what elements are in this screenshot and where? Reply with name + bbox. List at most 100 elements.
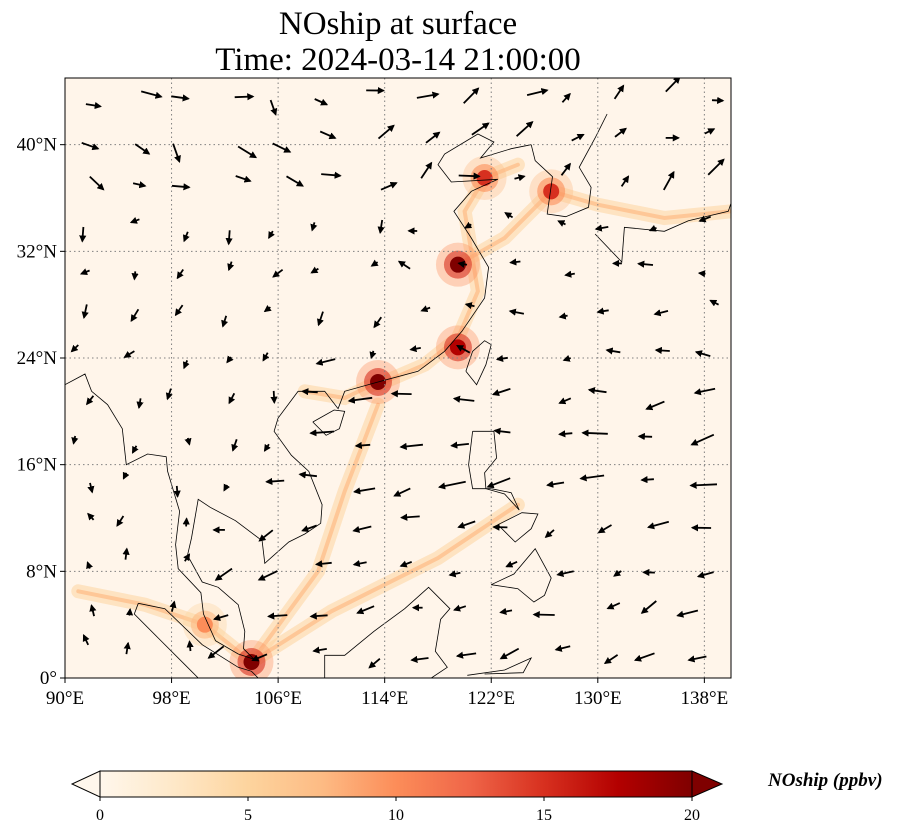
wind-vector xyxy=(184,437,192,446)
wind-vector xyxy=(587,387,607,395)
wind-vector xyxy=(645,400,665,411)
lat-tick-label: 16°N xyxy=(17,455,58,476)
wind-vector xyxy=(226,355,234,364)
wind-vector xyxy=(697,270,706,278)
wind-vector xyxy=(504,212,514,220)
colorbar-tick-label: 0 xyxy=(96,807,104,824)
gridlines xyxy=(65,78,731,678)
wind-vector xyxy=(554,644,571,652)
wind-vectors xyxy=(70,78,725,669)
wind-vector xyxy=(122,547,130,560)
china-coast xyxy=(298,133,532,410)
wind-vector xyxy=(82,633,90,646)
wind-vector xyxy=(491,387,511,397)
wind-vector xyxy=(526,88,549,96)
sumatra-coast xyxy=(138,602,259,678)
wind-vector xyxy=(129,216,140,224)
colorbar-label: NOship (ppbv) xyxy=(768,770,883,791)
shipping-lane-core-1 xyxy=(76,589,254,664)
wind-vector xyxy=(136,398,144,410)
wind-vector xyxy=(174,304,184,317)
wind-vector xyxy=(207,645,225,659)
wind-vector xyxy=(116,515,125,527)
wind-vector xyxy=(312,646,327,654)
wind-vector xyxy=(499,647,520,660)
hotspot-taiwan-strait-core2 xyxy=(449,339,466,356)
visayas-coast xyxy=(497,512,539,543)
wind-vector xyxy=(508,308,525,316)
hotspot-korea-strait-core2 xyxy=(543,183,560,200)
wind-vector xyxy=(653,309,669,317)
wind-vector xyxy=(579,474,605,482)
wind-vector xyxy=(457,520,476,529)
plot-frame xyxy=(64,77,732,679)
korea-coast xyxy=(530,113,608,218)
luzon-coast xyxy=(468,430,520,511)
borneo-coast xyxy=(324,586,451,678)
colorbar-tick-label: 10 xyxy=(388,807,404,824)
wind-vector xyxy=(437,480,466,490)
wind-vector xyxy=(505,560,518,568)
japan-coast xyxy=(594,203,731,263)
wind-vector xyxy=(131,271,139,281)
wind-vector xyxy=(571,133,585,142)
colorbar-gradient xyxy=(99,770,693,798)
wind-vector xyxy=(134,143,151,155)
wind-vector xyxy=(450,441,469,449)
wind-vector xyxy=(352,525,372,533)
shipping-lane-core-5 xyxy=(249,502,520,664)
wind-vector xyxy=(562,354,571,362)
wind-vector xyxy=(268,230,275,240)
wind-vector xyxy=(298,471,317,479)
wind-vector xyxy=(81,304,89,320)
colorbar-tick-label: 5 xyxy=(244,807,252,824)
wind-vector xyxy=(132,181,147,189)
wind-vector xyxy=(257,570,278,581)
wind-vector xyxy=(368,658,381,669)
lon-tick-label: 138°E xyxy=(681,688,729,709)
wind-vector xyxy=(347,396,373,404)
wind-vector xyxy=(353,487,376,495)
lon-tick-label: 90°E xyxy=(46,688,84,709)
wind-vector xyxy=(125,607,134,616)
wind-vector xyxy=(694,350,711,358)
wind-vector xyxy=(267,612,288,620)
wind-vector xyxy=(390,390,412,398)
wind-vector xyxy=(70,344,79,353)
wind-vector xyxy=(377,219,385,235)
wind-vector xyxy=(397,260,411,270)
wind-vector xyxy=(605,347,621,355)
wind-vector xyxy=(614,127,627,138)
wind-vector xyxy=(455,651,477,659)
wind-vector xyxy=(464,221,473,229)
wind-vector xyxy=(301,388,318,396)
wind-vector xyxy=(314,560,332,568)
wind-vector xyxy=(410,655,429,663)
wind-vector xyxy=(495,354,508,363)
wind-vector xyxy=(663,170,675,191)
wind-vector xyxy=(416,91,440,99)
wind-vector xyxy=(420,305,431,313)
lon-axis: 90°E 98°E 106°E 114°E 122°E 130°E 138°E xyxy=(46,678,728,709)
wind-vector xyxy=(169,600,177,612)
wind-vector xyxy=(310,266,319,274)
wind-vector xyxy=(130,308,140,323)
wind-vector xyxy=(235,175,252,183)
wind-vector xyxy=(620,175,630,187)
wind-vector xyxy=(213,614,229,621)
lon-tick-label: 106°E xyxy=(254,688,302,709)
wind-vector xyxy=(637,260,654,268)
wind-vector xyxy=(301,524,318,533)
wind-vector xyxy=(81,141,100,151)
wind-vector xyxy=(597,524,612,534)
wind-vector xyxy=(165,388,173,401)
wind-vector xyxy=(647,520,670,530)
lat-tick-label: 8°N xyxy=(26,561,57,582)
wind-vector xyxy=(707,158,725,176)
wind-vector xyxy=(227,261,235,272)
wind-vector xyxy=(314,98,329,106)
wind-vector xyxy=(87,512,95,521)
wind-vector xyxy=(123,350,135,358)
wind-vector xyxy=(558,430,573,438)
wind-vector xyxy=(258,529,274,542)
